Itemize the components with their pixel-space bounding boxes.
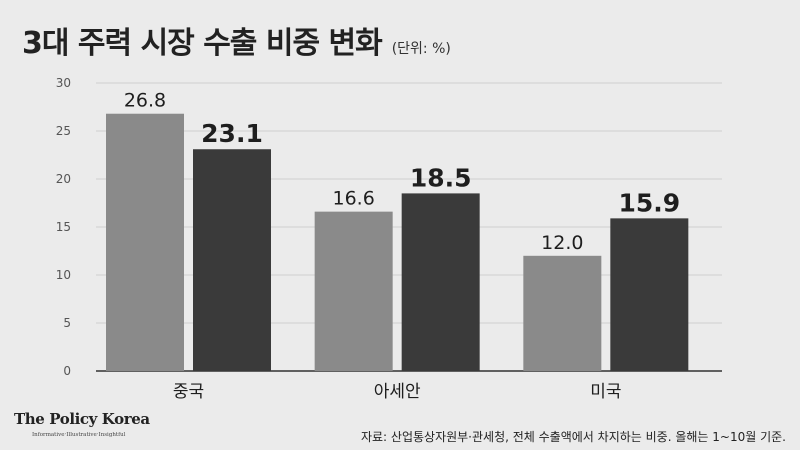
- data-label: 26.8: [124, 90, 166, 112]
- y-tick-label: 10: [56, 268, 71, 282]
- title-row: 3대 주력 시장 수출 비중 변화 (단위: %): [22, 18, 451, 62]
- data-label: 15.9: [618, 188, 680, 217]
- data-label: 23.1: [201, 119, 263, 148]
- chart-title: 3대 주력 시장 수출 비중 변화: [22, 26, 383, 61]
- x-category-label: 중국: [173, 382, 204, 402]
- data-label: 18.5: [410, 163, 472, 192]
- brand-tagline: Informative·Illustrative·Insightful: [32, 432, 126, 438]
- y-tick-label: 5: [63, 316, 71, 330]
- x-category-label: 미국: [590, 382, 621, 402]
- bar: [523, 255, 602, 371]
- bar: [314, 211, 393, 371]
- y-tick-label: 15: [56, 220, 71, 234]
- bar: [610, 218, 689, 371]
- unit-label: (단위: %): [391, 41, 451, 57]
- data-label: 12.0: [541, 232, 583, 254]
- data-label: 16.6: [333, 188, 375, 210]
- source-note: 자료: 산업통상자원부·관세청, 전체 수출액에서 차지하는 비중. 올해는 1…: [360, 430, 786, 444]
- y-tick-label: 20: [56, 172, 71, 186]
- bar: [193, 149, 271, 371]
- y-tick-label: 0: [63, 364, 71, 378]
- brand-logo: The Policy Korea: [14, 410, 150, 428]
- y-tick-label: 25: [56, 124, 71, 138]
- bar: [106, 113, 184, 371]
- bar: [401, 193, 480, 371]
- x-category-label: 아세안: [374, 382, 421, 402]
- y-tick-label: 30: [56, 76, 71, 90]
